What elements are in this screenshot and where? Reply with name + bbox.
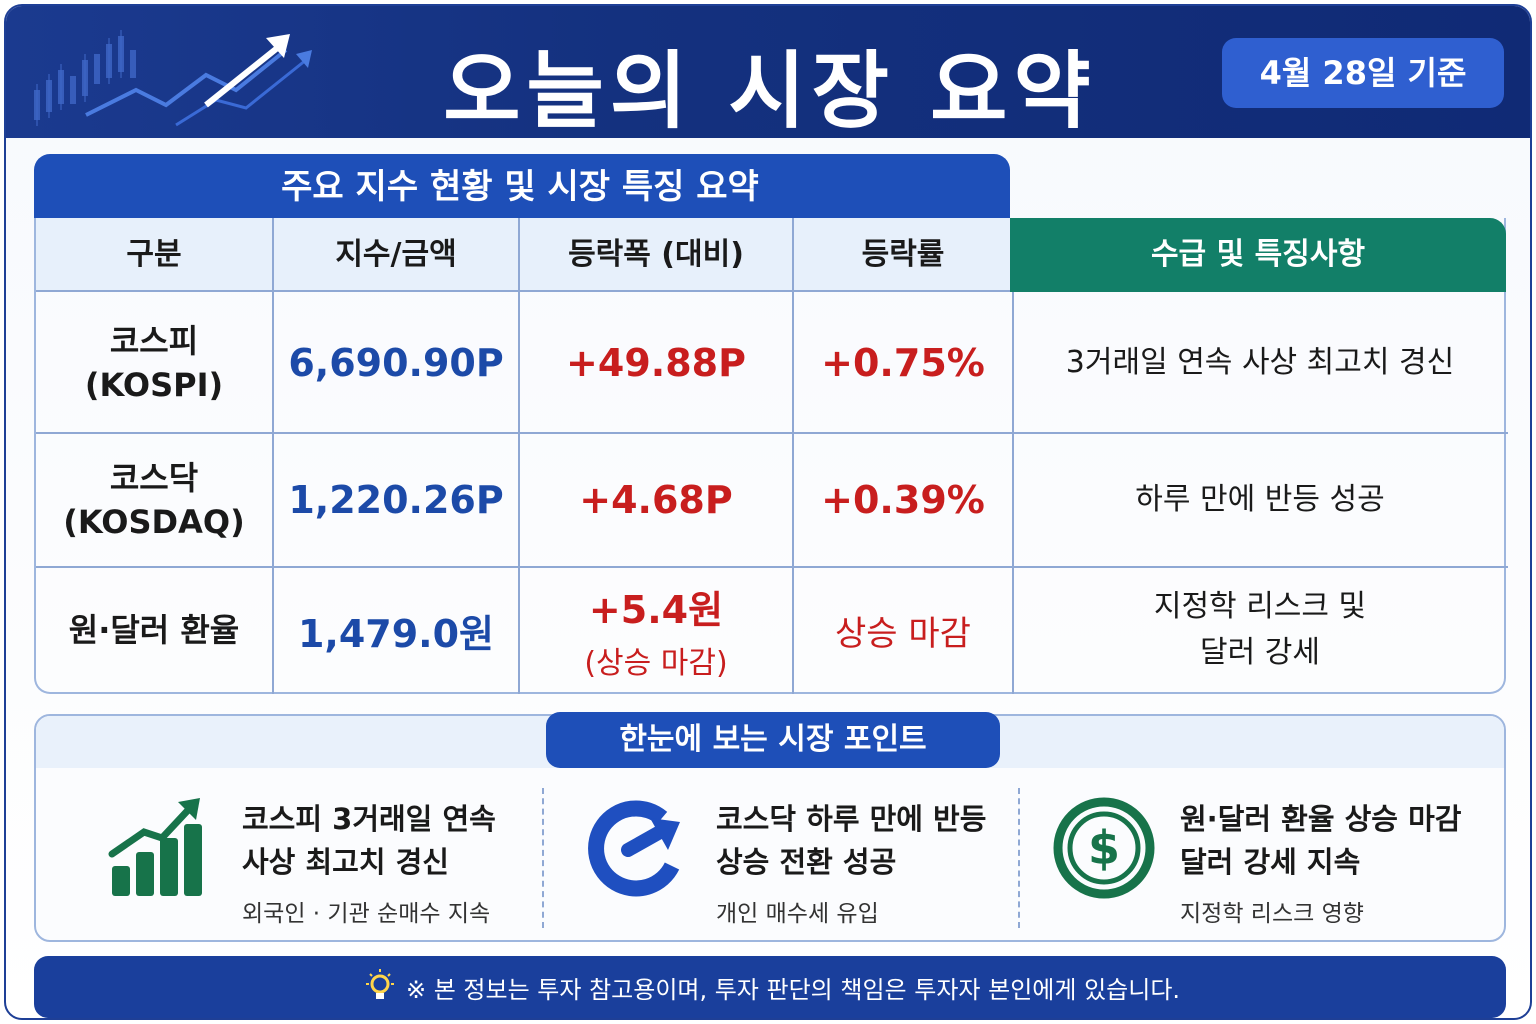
feature-text: 지정학 리스크 및 <box>1153 589 1367 624</box>
feature-text: 3거래일 연속 사상 최고치 경신 <box>1065 345 1455 380</box>
index-value: 6,690.90P <box>288 341 504 385</box>
feature-cell: 지정학 리스크 및 달러 강세 <box>1014 568 1506 692</box>
change-amount: +5.4원 <box>588 587 724 632</box>
table-row-kosdaq-name: 코스닥 (KOSDAQ) <box>36 434 272 566</box>
point-item: 코스닥 하루 만에 반등 상승 전환 성공 개인 매수세 유입 <box>716 798 986 928</box>
svg-text:$: $ <box>1088 821 1120 875</box>
date-badge: 4월 28일 기준 <box>1222 38 1504 108</box>
page-title: 오늘의 시장 요약 <box>443 42 1097 140</box>
point-divider <box>1018 788 1020 928</box>
column-divider <box>272 218 274 694</box>
point-headline: 코스피 3거래일 연속 <box>242 802 496 836</box>
change-note: (상승 마감) <box>584 645 728 681</box>
change-cell: +4.68P <box>520 434 792 566</box>
point-subtext: 외국인 · 기관 순매수 지속 <box>242 901 491 927</box>
row-name-en: (KOSPI) <box>84 366 224 404</box>
row-divider <box>36 566 1508 568</box>
point-headline: 원·달러 환율 상승 마감 <box>1180 802 1462 836</box>
rebound-arrow-icon <box>588 800 680 897</box>
index-value: 1,220.26P <box>288 478 504 522</box>
change-cell: +49.88P <box>520 294 792 432</box>
index-value: 1,479.0원 <box>297 611 495 656</box>
change-value: +5.4원 (상승 마감) <box>584 579 727 682</box>
point-subtext: 개인 매수세 유입 <box>716 901 879 927</box>
feature-cell: 3거래일 연속 사상 최고치 경신 <box>1014 294 1506 432</box>
point-headline: 코스닥 하루 만에 반등 <box>716 802 987 836</box>
row-name: 코스닥 <box>109 459 199 497</box>
column-divider <box>518 218 520 694</box>
column-header: 등락폭 (대비) <box>568 237 744 272</box>
bar-chart-up-icon <box>108 798 202 896</box>
column-header-features: 수급 및 특징사항 <box>1010 218 1506 292</box>
column-header: 등락률 <box>861 237 945 272</box>
row-name: 원·달러 환율 <box>68 611 240 649</box>
point-headline: 상승 전환 성공 <box>716 845 897 879</box>
index-value-cell: 6,690.90P <box>274 294 518 432</box>
points-title: 한눈에 보는 시장 포인트 <box>546 712 1000 768</box>
rate-value: 상승 마감 <box>835 613 971 654</box>
stock-chart-decoration-icon <box>34 30 312 127</box>
rate-cell: +0.75% <box>794 294 1012 432</box>
table-title-text: 주요 지수 현황 및 시장 특징 요약 <box>281 167 759 207</box>
table-row-krw-usd-name: 원·달러 환율 <box>36 568 272 692</box>
column-divider <box>1012 218 1014 694</box>
feature-cell: 하루 만에 반등 성공 <box>1014 434 1506 566</box>
column-header: 지수/금액 <box>335 237 457 272</box>
disclaimer-text: ※ 본 정보는 투자 참고용이며, 투자 판단의 책임은 투자자 본인에게 있습… <box>405 975 1181 1004</box>
point-item: 코스피 3거래일 연속 사상 최고치 경신 외국인 · 기관 순매수 지속 <box>242 798 496 928</box>
column-divider <box>792 218 794 694</box>
rate-value: +0.39% <box>821 478 985 522</box>
point-divider <box>542 788 544 928</box>
rate-cell: +0.39% <box>794 434 1012 566</box>
header-banner: 오늘의 시장 요약 4월 28일 기준 <box>6 6 1530 140</box>
change-cell: +5.4원 (상승 마감) <box>520 568 792 692</box>
point-subtext: 지정학 리스크 영향 <box>1180 901 1364 927</box>
row-name-en: (KOSDAQ) <box>63 503 245 541</box>
row-name: 코스피 <box>109 322 199 360</box>
lightbulb-icon <box>365 969 394 999</box>
table-header-row: 구분 지수/금액 등락폭 (대비) 등락률 <box>36 218 1012 292</box>
rate-value: +0.75% <box>821 341 985 385</box>
point-headline: 사상 최고치 경신 <box>242 845 449 879</box>
index-value-cell: 1,479.0원 <box>274 568 518 692</box>
market-summary-card: 오늘의 시장 요약 4월 28일 기준 주요 지수 현황 및 시장 특징 요약 … <box>4 4 1532 1020</box>
feature-text: 달러 강세 <box>1200 635 1320 670</box>
feature-text: 하루 만에 반등 성공 <box>1135 482 1385 517</box>
rate-cell: 상승 마감 <box>794 568 1012 692</box>
row-divider <box>36 432 1508 434</box>
market-points-panel: 한눈에 보는 시장 포인트 코스피 3거래일 연속 사상 최고치 경신 외국인 … <box>34 712 1506 942</box>
index-value-cell: 1,220.26P <box>274 434 518 566</box>
point-headline: 달러 강세 지속 <box>1180 845 1361 879</box>
disclaimer-bar: ※ 본 정보는 투자 참고용이며, 투자 판단의 책임은 투자자 본인에게 있습… <box>34 956 1506 1018</box>
dollar-icon: $ <box>1053 797 1155 899</box>
index-table: 구분 지수/금액 등락폭 (대비) 등락률 코스피 (KOSPI) 6,690.… <box>34 218 1508 694</box>
change-value: +49.88P <box>566 341 746 385</box>
table-row-kospi-name: 코스피 (KOSPI) <box>36 294 272 432</box>
point-item: 원·달러 환율 상승 마감 달러 강세 지속 지정학 리스크 영향 <box>1180 798 1461 928</box>
change-value: +4.68P <box>579 478 733 522</box>
column-header: 구분 <box>126 237 182 272</box>
table-title: 주요 지수 현황 및 시장 특징 요약 <box>34 154 1010 220</box>
